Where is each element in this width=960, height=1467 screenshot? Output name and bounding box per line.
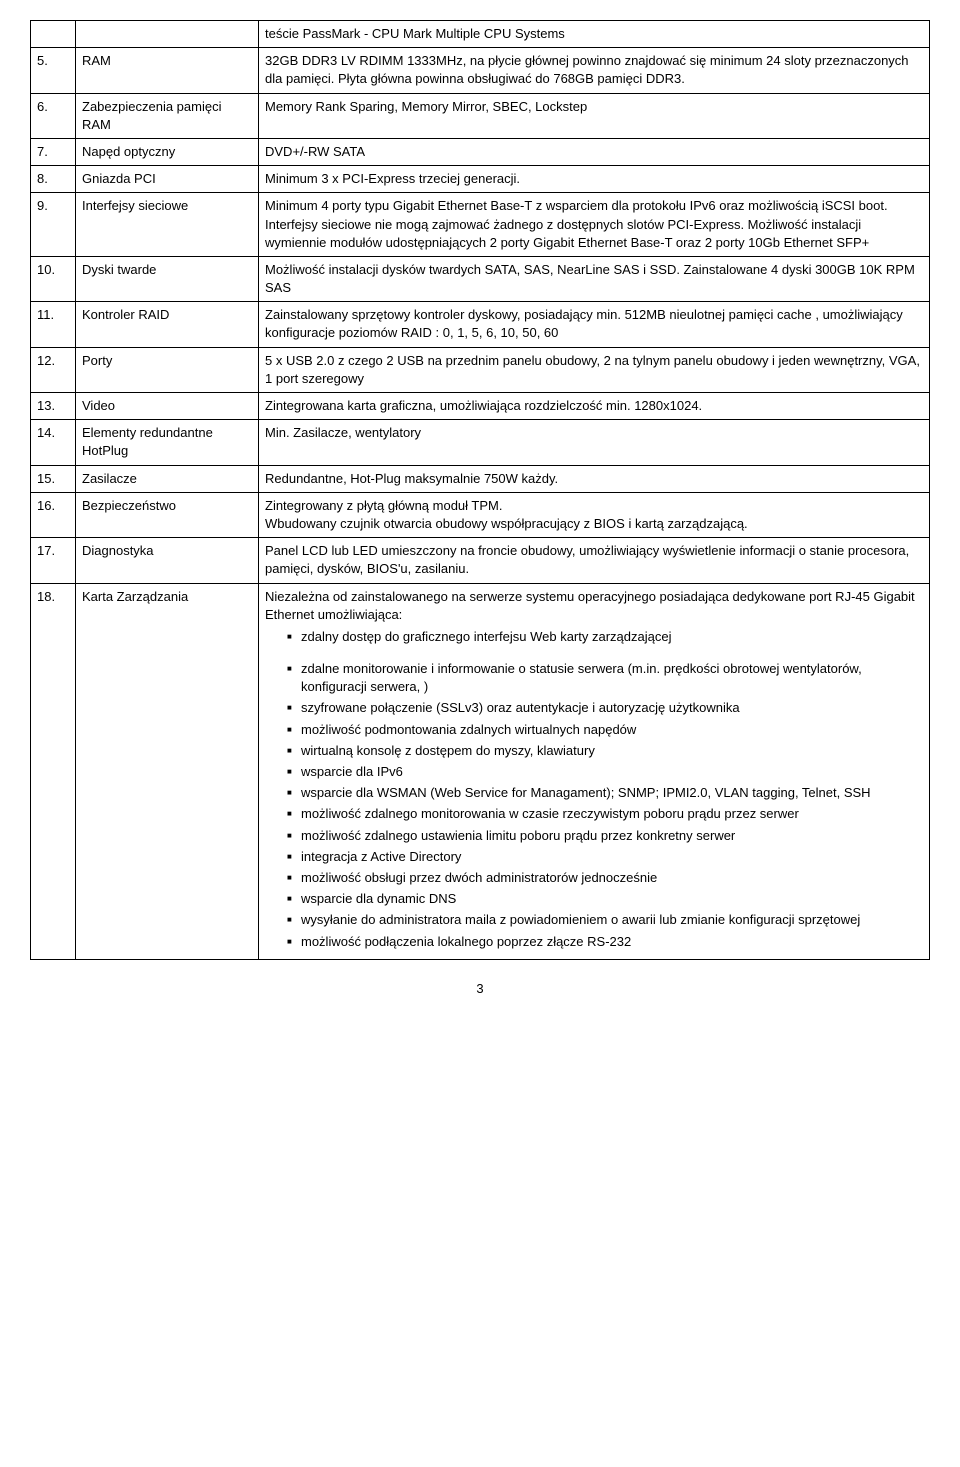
row-label: Dyski twarde <box>76 256 259 301</box>
row-description: 5 x USB 2.0 z czego 2 USB na przednim pa… <box>259 347 930 392</box>
table-row: 15.ZasilaczeRedundantne, Hot-Plug maksym… <box>31 465 930 492</box>
row-description: Memory Rank Sparing, Memory Mirror, SBEC… <box>259 93 930 138</box>
row-label: Porty <box>76 347 259 392</box>
bullet-item: możliwość zdalnego monitorowania w czasi… <box>287 805 923 823</box>
row-number: 13. <box>31 393 76 420</box>
row-number: 11. <box>31 302 76 347</box>
row-description: Zainstalowany sprzętowy kontroler dyskow… <box>259 302 930 347</box>
bullet-item: wsparcie dla WSMAN (Web Service for Mana… <box>287 784 923 802</box>
row-label: Interfejsy sieciowe <box>76 193 259 257</box>
row-description: Niezależna od zainstalowanego na serwerz… <box>259 583 930 959</box>
row-label: Zasilacze <box>76 465 259 492</box>
bullet-list: zdalny dostęp do graficznego interfejsu … <box>265 628 923 951</box>
bullet-item: szyfrowane połączenie (SSLv3) oraz auten… <box>287 699 923 717</box>
bullet-item: wsparcie dla IPv6 <box>287 763 923 781</box>
table-row: 17.DiagnostykaPanel LCD lub LED umieszcz… <box>31 538 930 583</box>
row-description: DVD+/-RW SATA <box>259 138 930 165</box>
table-row: 5.RAM32GB DDR3 LV RDIMM 1333MHz, na płyc… <box>31 48 930 93</box>
row-description: Redundantne, Hot-Plug maksymalnie 750W k… <box>259 465 930 492</box>
table-row: 16.BezpieczeństwoZintegrowany z płytą gł… <box>31 492 930 537</box>
bullet-item: wsparcie dla dynamic DNS <box>287 890 923 908</box>
bullet-item: zdalne monitorowanie i informowanie o st… <box>287 660 923 696</box>
bullet-item: wysyłanie do administratora maila z powi… <box>287 911 923 929</box>
row-description: teście PassMark - CPU Mark Multiple CPU … <box>259 21 930 48</box>
bullet-item: możliwość obsługi przez dwóch administra… <box>287 869 923 887</box>
row-description: Minimum 4 porty typu Gigabit Ethernet Ba… <box>259 193 930 257</box>
row-number: 17. <box>31 538 76 583</box>
row-number: 6. <box>31 93 76 138</box>
row-description: Minimum 3 x PCI-Express trzeciej generac… <box>259 166 930 193</box>
row-label <box>76 21 259 48</box>
row-description: Możliwość instalacji dysków twardych SAT… <box>259 256 930 301</box>
row-description: Zintegrowany z płytą główną moduł TPM. W… <box>259 492 930 537</box>
table-row: 18.Karta ZarządzaniaNiezależna od zainst… <box>31 583 930 959</box>
table-row: 10.Dyski twardeMożliwość instalacji dysk… <box>31 256 930 301</box>
row-label: Karta Zarządzania <box>76 583 259 959</box>
row-description: Zintegrowana karta graficzna, umożliwiaj… <box>259 393 930 420</box>
row-description: Min. Zasilacze, wentylatory <box>259 420 930 465</box>
row-label: Diagnostyka <box>76 538 259 583</box>
bullet-item: możliwość zdalnego ustawienia limitu pob… <box>287 827 923 845</box>
row-label: Bezpieczeństwo <box>76 492 259 537</box>
row-number <box>31 21 76 48</box>
bullet-item: możliwość podmontowania zdalnych wirtual… <box>287 721 923 739</box>
table-row: 7.Napęd optycznyDVD+/-RW SATA <box>31 138 930 165</box>
row-label: RAM <box>76 48 259 93</box>
spec-table: teście PassMark - CPU Mark Multiple CPU … <box>30 20 930 960</box>
bullet-item: wirtualną konsolę z dostępem do myszy, k… <box>287 742 923 760</box>
bullet-item: zdalny dostęp do graficznego interfejsu … <box>287 628 923 646</box>
table-row: 14.Elementy redundantne HotPlugMin. Zasi… <box>31 420 930 465</box>
row-number: 12. <box>31 347 76 392</box>
row-label: Kontroler RAID <box>76 302 259 347</box>
table-row: 11.Kontroler RAIDZainstalowany sprzętowy… <box>31 302 930 347</box>
table-row: teście PassMark - CPU Mark Multiple CPU … <box>31 21 930 48</box>
row-label: Video <box>76 393 259 420</box>
row-intro: Niezależna od zainstalowanego na serwerz… <box>265 588 923 624</box>
table-row: 12.Porty5 x USB 2.0 z czego 2 USB na prz… <box>31 347 930 392</box>
table-row: 9.Interfejsy siecioweMinimum 4 porty typ… <box>31 193 930 257</box>
table-row: 13.VideoZintegrowana karta graficzna, um… <box>31 393 930 420</box>
table-row: 6.Zabezpieczenia pamięci RAMMemory Rank … <box>31 93 930 138</box>
row-label: Napęd optyczny <box>76 138 259 165</box>
row-number: 8. <box>31 166 76 193</box>
row-description: 32GB DDR3 LV RDIMM 1333MHz, na płycie gł… <box>259 48 930 93</box>
row-number: 5. <box>31 48 76 93</box>
row-number: 9. <box>31 193 76 257</box>
bullet-item: możliwość podłączenia lokalnego poprzez … <box>287 933 923 951</box>
bullet-item: integracja z Active Directory <box>287 848 923 866</box>
table-row: 8.Gniazda PCIMinimum 3 x PCI-Express trz… <box>31 166 930 193</box>
page-number: 3 <box>30 980 930 998</box>
row-number: 15. <box>31 465 76 492</box>
row-number: 10. <box>31 256 76 301</box>
row-label: Elementy redundantne HotPlug <box>76 420 259 465</box>
row-description: Panel LCD lub LED umieszczony na froncie… <box>259 538 930 583</box>
row-number: 16. <box>31 492 76 537</box>
row-number: 18. <box>31 583 76 959</box>
row-number: 14. <box>31 420 76 465</box>
row-label: Gniazda PCI <box>76 166 259 193</box>
row-number: 7. <box>31 138 76 165</box>
row-label: Zabezpieczenia pamięci RAM <box>76 93 259 138</box>
